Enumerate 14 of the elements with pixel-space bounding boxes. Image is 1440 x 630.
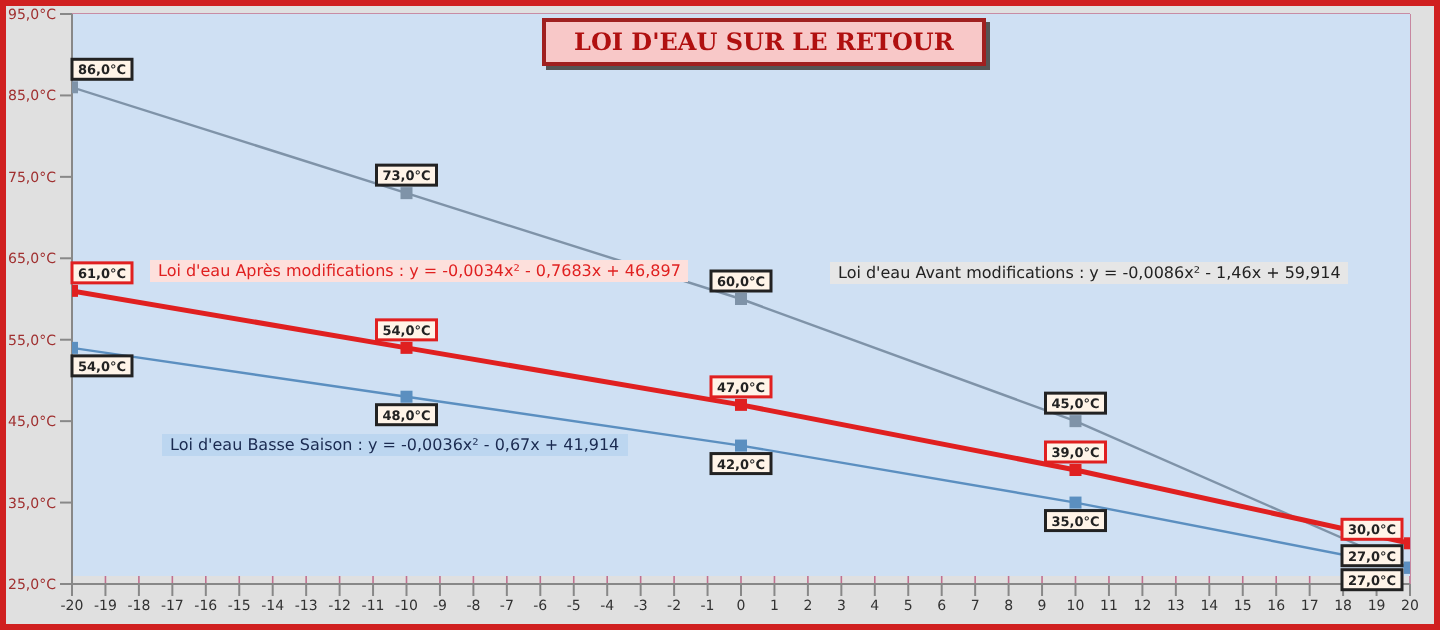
annotation: Loi d'eau Avant modifications : y = -0,0086x² - 1,46x + 59,914 (830, 262, 1349, 284)
point (735, 398, 747, 411)
point (400, 390, 413, 403)
annotation: Loi d'eau Basse Saison : y = -0,0036x² - 0,67x + 41,914 (162, 434, 628, 456)
point (1069, 415, 1082, 428)
point (735, 293, 747, 305)
point (400, 187, 413, 200)
line-series (72, 284, 1410, 550)
point (1069, 496, 1082, 509)
point (735, 439, 747, 452)
point (1069, 464, 1082, 476)
text: LOI D'EAU SUR LE RETOUR (542, 18, 986, 66)
annotation: Loi d'eau Après modifications : y = -0,0034x² - 0,7683x + 46,897 (150, 260, 689, 282)
point (400, 341, 413, 354)
